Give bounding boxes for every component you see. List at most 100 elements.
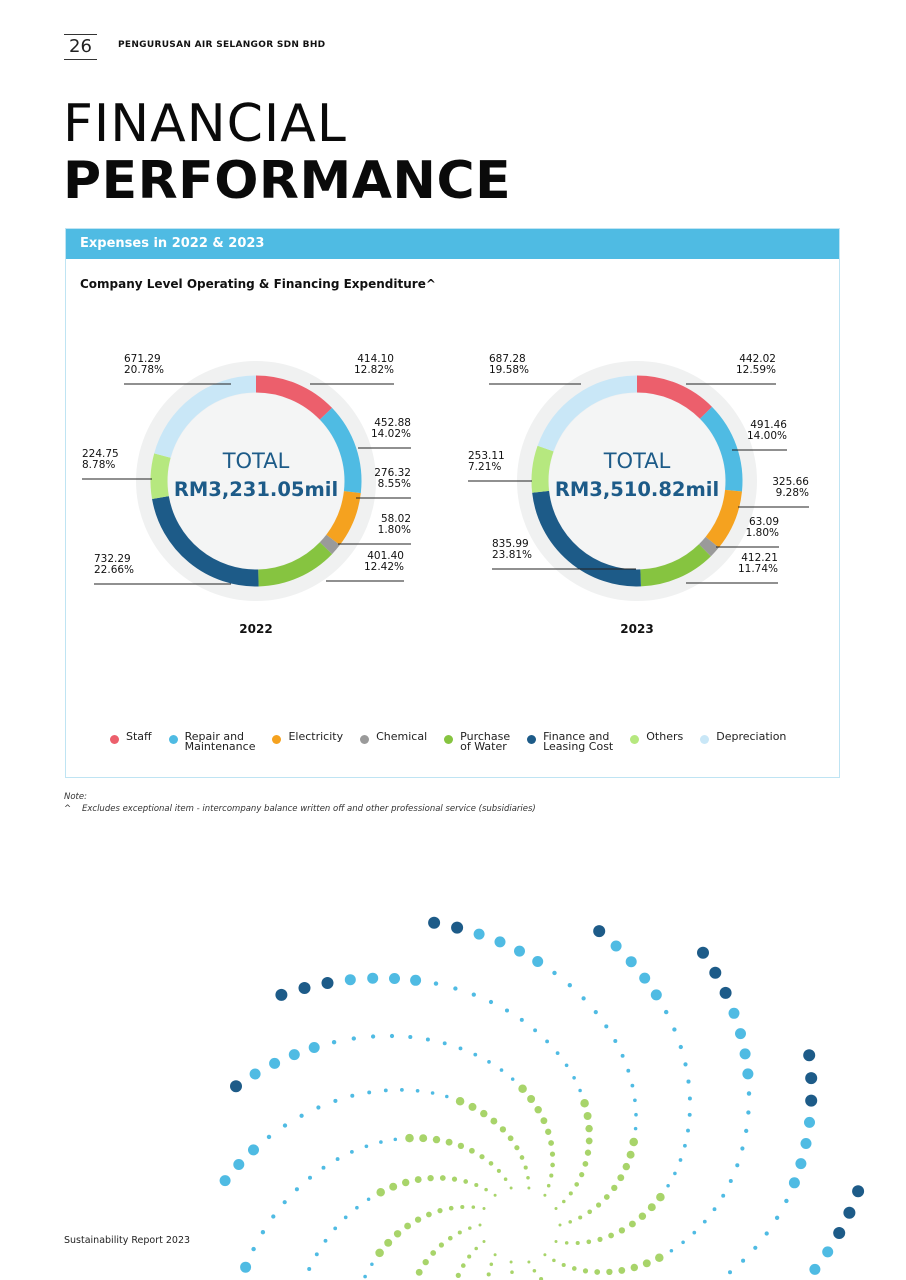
spiral-dot: [467, 1254, 472, 1259]
chart-legend: Staff Repair and Maintenance Electricity Ch…: [110, 730, 819, 752]
legend-swatch: [272, 735, 282, 744]
spiral-dot: [375, 1248, 384, 1258]
spiral-dot: [437, 1208, 443, 1214]
slice-staff: [636, 375, 713, 419]
spiral-dot: [298, 982, 311, 994]
spiral-dot: [739, 1048, 751, 1060]
data-label-percent: 20.78%: [124, 364, 164, 376]
spiral-dot: [552, 970, 557, 976]
spiral-dot: [523, 1165, 528, 1170]
slice-depreciation: [154, 375, 257, 459]
data-label-percent: 14.00%: [747, 430, 787, 442]
spiral-dot: [686, 1128, 690, 1133]
spiral-dot: [389, 1033, 395, 1039]
data-label-percent: 8.78%: [82, 459, 115, 471]
spiral-dot: [728, 1007, 740, 1019]
spiral-dot: [800, 1138, 812, 1149]
slice-depreciation: [537, 375, 638, 452]
spiral-dot: [428, 916, 441, 929]
spiral-dot: [367, 1090, 372, 1095]
legend-item-staff: Staff: [110, 731, 152, 752]
spiral-dot: [331, 1039, 337, 1045]
spiral-dot: [666, 1184, 670, 1188]
spiral-dot: [487, 1060, 491, 1064]
spiral-dot: [343, 1215, 348, 1220]
spiral-dot: [323, 1238, 328, 1243]
spiral-dot: [608, 1232, 614, 1239]
spiral-dot: [709, 966, 722, 979]
spiral-dot: [275, 988, 288, 1001]
spiral-dot: [606, 1268, 613, 1276]
spiral-dot: [804, 1116, 815, 1128]
data-label-percent: 7.21%: [468, 461, 501, 473]
spiral-dot: [344, 974, 356, 986]
spiral-dot: [504, 1008, 510, 1013]
data-label-value: 452.88: [374, 417, 411, 429]
data-label-percent: 9.28%: [776, 487, 809, 499]
spiral-dot: [630, 1083, 635, 1088]
spiral-dot: [493, 1193, 497, 1197]
slice-repair-and-maintenance: [699, 406, 743, 492]
spiral-dot: [414, 1216, 422, 1223]
spiral-dot: [568, 1220, 572, 1224]
spiral-dot: [458, 1046, 463, 1051]
total-value: RM3,231.05mil: [174, 478, 338, 501]
spiral-dot: [433, 981, 439, 986]
spiral-dot: [558, 1223, 562, 1227]
data-label-value: 58.02: [381, 513, 411, 525]
spiral-dot: [575, 1240, 580, 1246]
spiral-dot: [673, 1171, 677, 1176]
data-label-percent: 19.58%: [489, 364, 529, 376]
spiral-dot: [625, 956, 637, 968]
spiral-dot: [539, 1277, 544, 1280]
spiral-dot: [683, 1062, 688, 1067]
spiral-dot: [805, 1072, 818, 1085]
spiral-dot: [408, 1034, 413, 1040]
spiral-dot: [370, 1262, 374, 1266]
spiral-dot: [471, 1205, 476, 1209]
spiral-dot: [678, 1158, 683, 1162]
spiral-dot: [389, 1182, 398, 1191]
legend-swatch: [168, 735, 178, 744]
spiral-dot: [510, 1077, 515, 1081]
spiral-dot: [432, 1135, 441, 1144]
data-label-value: 253.11: [468, 450, 505, 462]
spiral-dot: [629, 1137, 638, 1147]
spiral-dot: [499, 1068, 504, 1072]
note-text: Excludes exceptional item - intercompany…: [82, 804, 536, 814]
spiral-dot: [617, 1174, 625, 1182]
legend-item-repair-and-maintenance: Repair and Maintenance: [168, 731, 255, 752]
spiral-dot: [514, 1145, 520, 1151]
spiral-dot: [351, 1036, 356, 1041]
spiral-dot: [620, 1053, 625, 1058]
spiral-dot: [468, 1226, 472, 1230]
spiral-dot: [518, 1084, 527, 1093]
spiral-dot: [474, 1182, 479, 1188]
spiral-dot: [678, 1044, 683, 1050]
spiral-dot: [514, 945, 525, 957]
spiral-dot: [735, 1163, 740, 1168]
spiral-dot: [546, 1183, 551, 1188]
chart-year-label: 2022: [239, 622, 272, 636]
spiral-dot: [333, 1098, 338, 1103]
data-label-value: 401.40: [367, 550, 404, 562]
donut-hole: [549, 393, 725, 569]
spiral-dot: [282, 1200, 287, 1205]
spiral-dot: [578, 1215, 583, 1220]
legend-label: Others: [646, 730, 684, 743]
spiral-dot: [543, 1253, 547, 1257]
spiral-dot: [593, 925, 606, 938]
spiral-dot: [628, 1220, 636, 1228]
spiral-dot: [744, 1128, 749, 1134]
spiral-dot: [367, 972, 379, 984]
spiral-dot: [448, 1205, 454, 1211]
slice-others: [150, 453, 171, 500]
spiral-dot: [473, 1052, 478, 1057]
spiral-dot: [687, 1096, 692, 1101]
spiral-dot: [753, 1245, 758, 1250]
spiral-dot: [526, 1176, 530, 1180]
spiral-dot: [426, 1211, 432, 1218]
spiral-dot: [509, 1186, 513, 1190]
spiral-dot: [509, 1260, 513, 1264]
spiral-dot: [486, 1272, 491, 1277]
